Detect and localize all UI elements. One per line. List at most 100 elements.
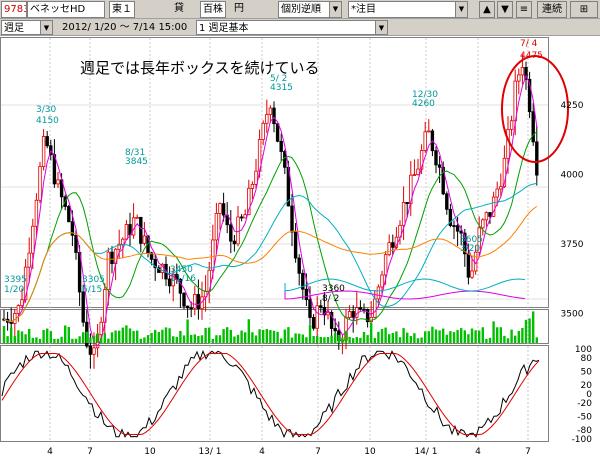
candle-body [218,203,222,214]
watchlist-select[interactable]: *注目 ▼ [348,1,468,18]
volume-bar [208,327,211,343]
candle-body [272,107,276,125]
candle-body [412,174,417,177]
candle-body [67,206,71,223]
candle-body [293,231,298,259]
dropdown-arrow-icon[interactable]: ▼ [329,2,341,17]
annotation-label: 3/30 [36,105,56,115]
volume-bar [13,336,16,343]
continuous-button[interactable]: 連続 [537,1,567,18]
candle-body [405,201,409,204]
toolbar: 9783 ベネッセHD 東１ 貸 百株 円 個別逆順 ▼ *注目 ▼ ▲ ▼ ≡… [0,0,600,19]
volume-bar [139,338,142,343]
candle-body [517,74,521,82]
candle-body [193,294,197,309]
volume-bar [226,327,229,343]
prev-stock-button[interactable]: ▲ [479,1,495,18]
candle-body [243,214,247,219]
time-tick-label: 13/ 1 [198,447,221,457]
order-select[interactable]: 個別逆順 ▼ [278,1,342,18]
menu-button[interactable]: ≡ [516,1,532,18]
volume-bar [380,328,384,343]
annotation-label: 4260 [412,99,435,109]
candle-body [369,316,373,323]
volume-bar [463,330,466,343]
volume-bar [398,337,402,343]
annotation-label: 8/ 2 [322,294,339,304]
stock-name-field[interactable]: ベネッセHD [27,1,105,18]
credit-label: 貸 [174,3,184,14]
volume-bar [236,334,240,343]
volume-bar [420,337,423,343]
volume-bar [161,329,164,343]
volume-bar [64,325,67,343]
volume-bar [10,327,13,343]
candle-body [326,311,330,316]
volume-bar [434,329,438,343]
period-select[interactable]: 週足 ▼ [1,20,53,35]
volume-bar [82,332,85,343]
volume-bar [85,331,88,343]
candle-body [31,225,35,254]
volume-bar [157,332,160,343]
volume-bar [445,334,448,343]
candle-body [265,114,269,124]
volume-bar [103,333,106,343]
chart-mode-select[interactable]: 1 週足基本 ▼ [196,20,388,35]
candle-body [157,267,161,273]
candle-body [455,225,460,232]
candle-body [142,235,147,244]
watchlist-select-value: *注目 [351,4,376,15]
dropdown-arrow-icon[interactable]: ▼ [455,2,467,17]
oscillator-tick-label: 20 [581,381,593,391]
volume-bar [132,331,135,343]
volume-bar [384,327,387,343]
candle-body [531,111,535,143]
volume-bar [524,319,528,343]
candle-body [185,305,190,309]
volume-bar [506,338,510,343]
candle-body [182,292,186,307]
candle-body [315,305,319,329]
candle-body [131,217,136,236]
candle-body [211,239,215,271]
volume-bar [510,329,513,343]
annotation-label: 12/30 [412,90,438,100]
candle-body [301,272,305,290]
volume-bar [42,330,45,343]
candle-body [506,128,510,159]
annotation-label: 11/16 [170,274,196,284]
dropdown-arrow-icon[interactable]: ▼ [375,21,387,34]
candle-body [463,232,467,255]
price-tick-label: 3500 [561,310,584,320]
volume-bar [294,333,297,343]
candle-body [236,216,240,245]
volume-bar [460,328,463,343]
candle-body [333,328,337,332]
volume-bar [283,329,286,343]
volume-bar [110,332,114,343]
volume-bar [244,332,247,343]
volume-bar [355,337,358,343]
candle-body [477,227,481,253]
price-axis: 4250 4000 3750 3500 [561,101,584,320]
candle-body [279,140,283,152]
volume-bar [233,336,236,343]
volume-bar [143,337,146,343]
stock-code-field[interactable]: 9783 [1,1,27,18]
volume-bar [114,330,117,343]
volume-bar [406,332,409,343]
candle-body [268,107,273,115]
volume-bar [269,330,272,343]
candle-body [427,130,431,133]
candle-body [434,150,438,166]
volume-bar [359,337,362,343]
volume-bar [424,331,427,343]
tile-button[interactable]: ⊞ [570,1,598,18]
next-stock-button[interactable]: ▼ [497,1,513,18]
volume-bar [402,328,405,343]
dropdown-arrow-icon[interactable]: ▼ [40,21,52,34]
time-tick-label: 7 [315,447,321,457]
volume-bar [107,338,110,343]
